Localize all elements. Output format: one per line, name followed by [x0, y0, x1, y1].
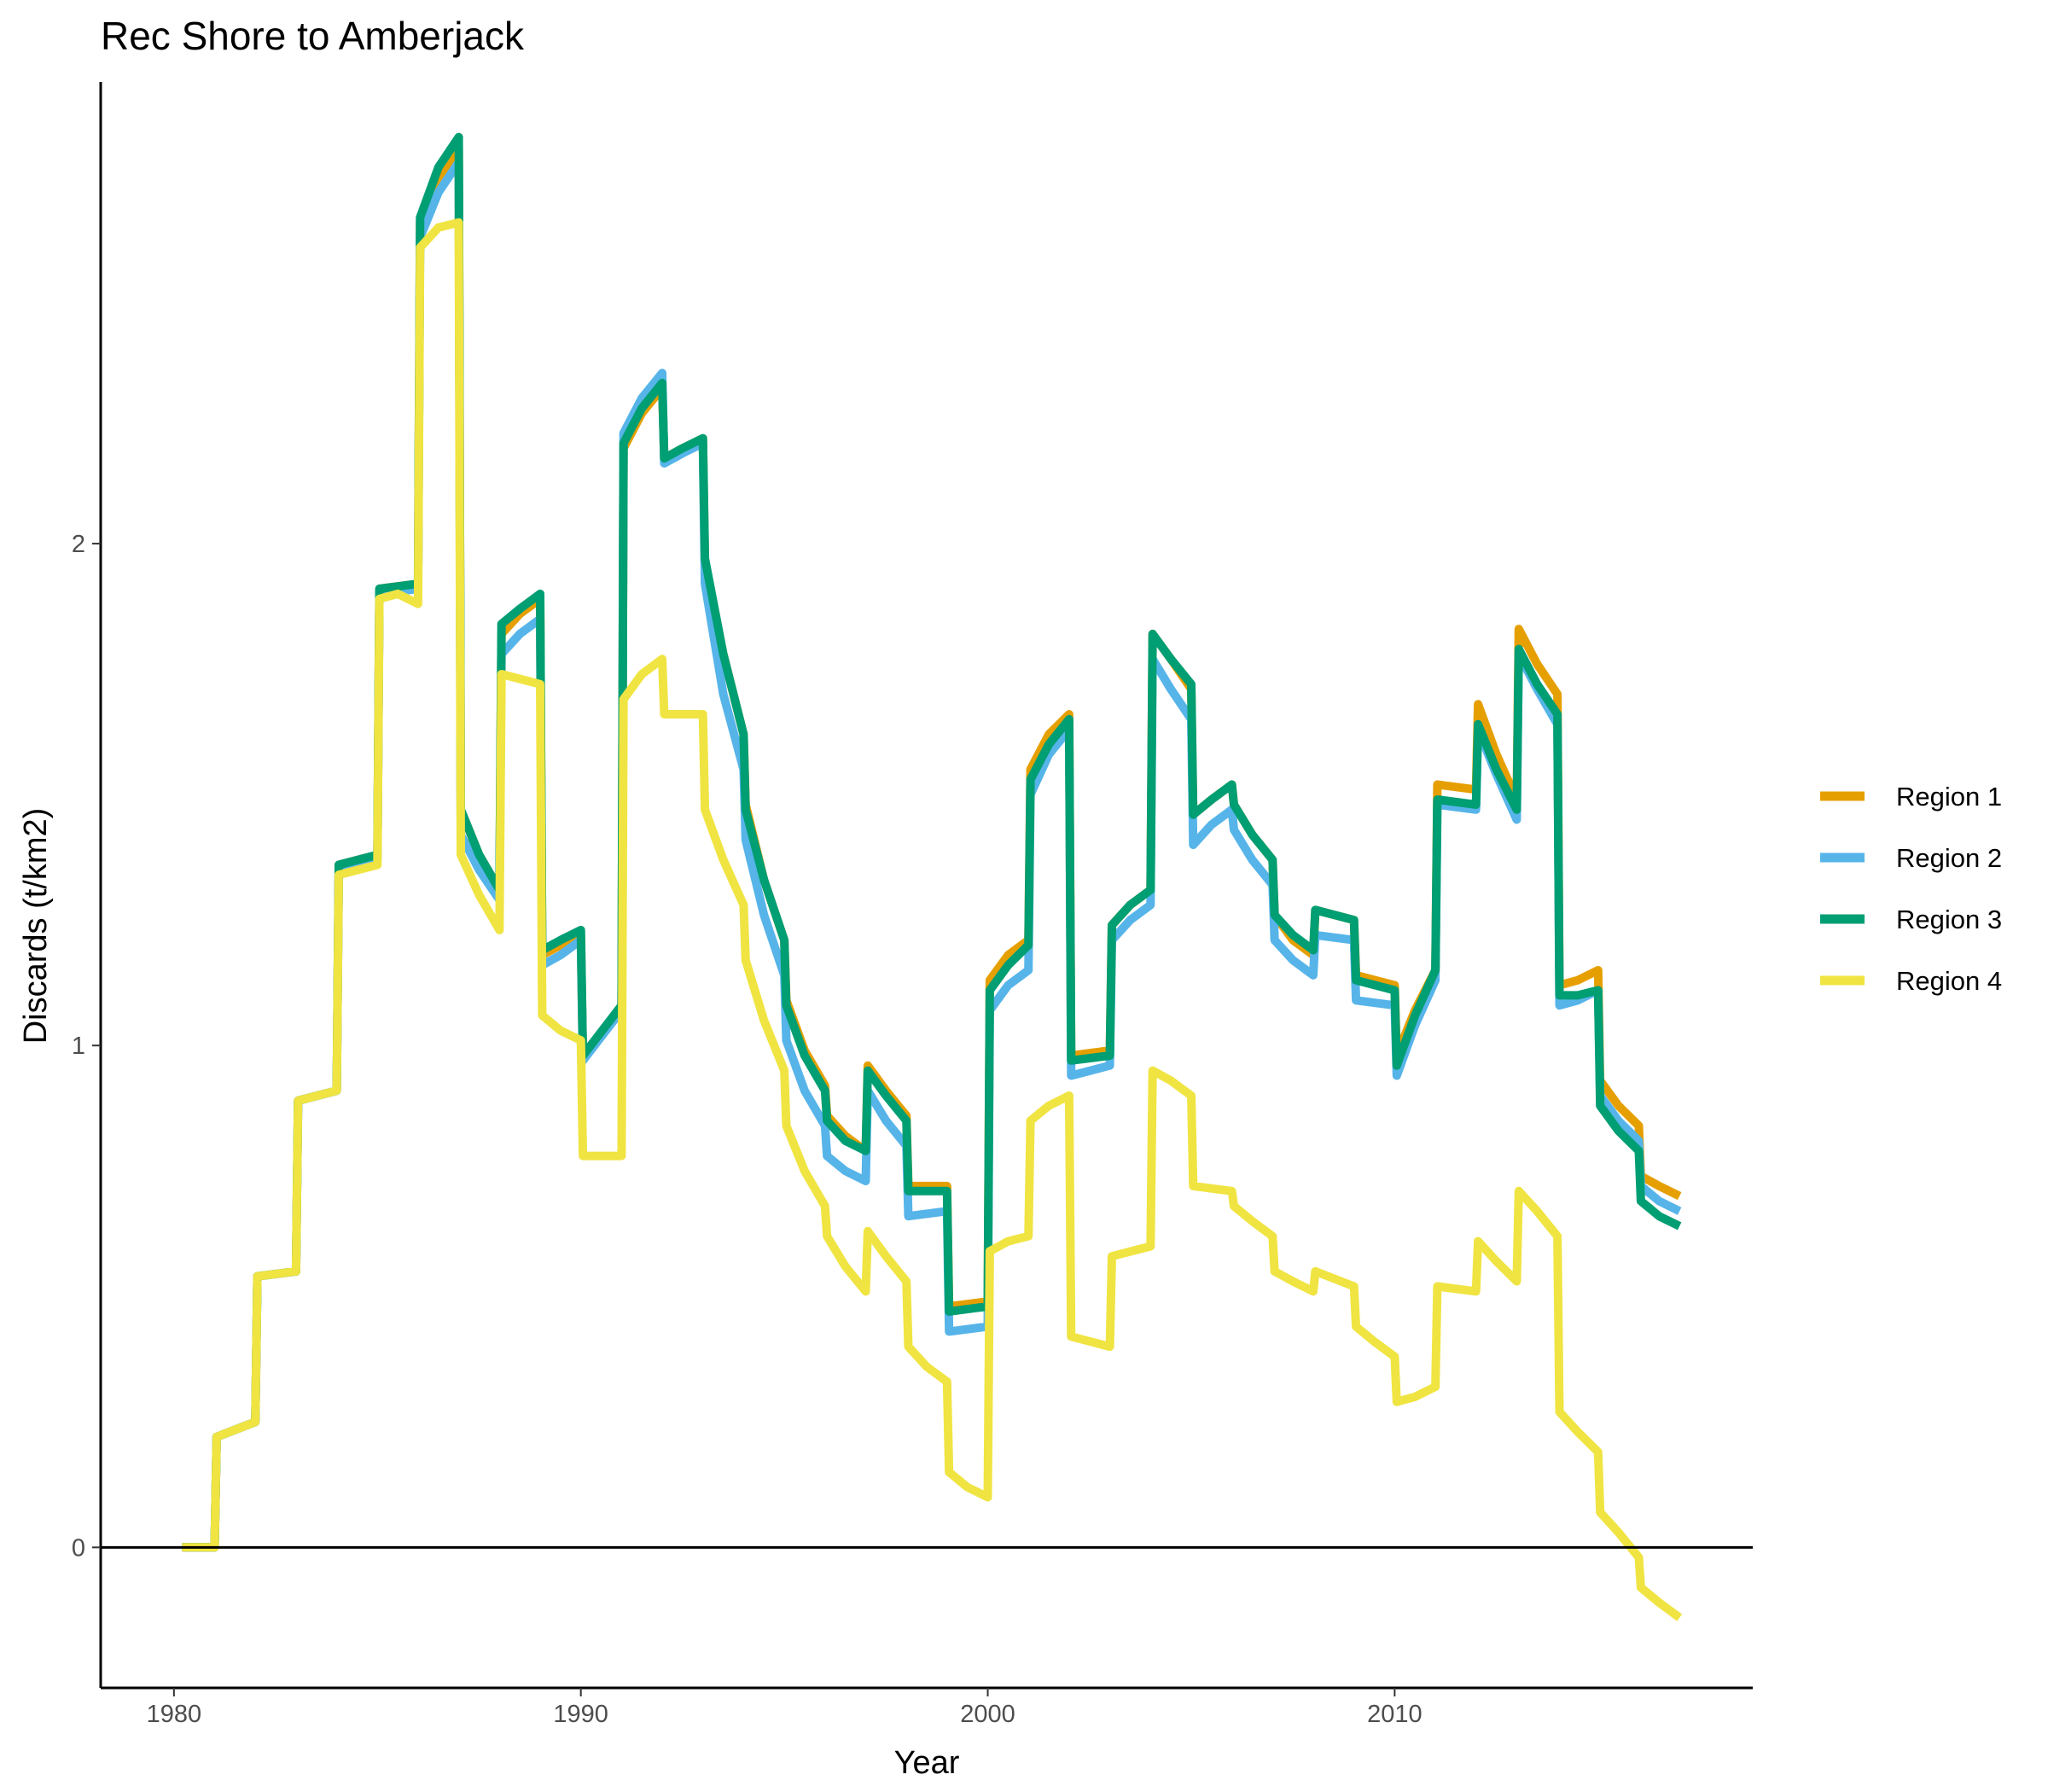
legend-label-region-4: Region 4	[1896, 966, 2002, 996]
x-tick-label: 2000	[960, 1701, 1015, 1728]
legend-label-region-3: Region 3	[1896, 905, 2002, 934]
y-tick-label: 2	[72, 531, 85, 558]
series-line-region-1	[182, 143, 1682, 1552]
y-tick-label: 1	[72, 1033, 85, 1060]
legend: Region 1 Region 2 Region 3 Region 4	[1820, 782, 2002, 996]
chart-title: Rec Shore to Amberjack	[101, 14, 525, 58]
x-axis-title: Year	[894, 1745, 960, 1781]
x-tick-label: 1990	[553, 1701, 608, 1728]
series-line-region-2	[182, 158, 1682, 1552]
legend-label-region-1: Region 1	[1896, 782, 2002, 812]
x-axis-ticks: 1980 1990 2000 2010	[147, 1688, 1423, 1728]
legend-label-region-2: Region 2	[1896, 843, 2002, 873]
x-tick-label: 1980	[147, 1701, 202, 1728]
series-line-region-4	[182, 218, 1683, 1621]
y-tick-label: 0	[72, 1534, 85, 1562]
y-axis-title: Discards (t/km2)	[18, 808, 54, 1044]
y-axis-ticks: 0 1 2	[72, 531, 101, 1562]
series-layer	[182, 132, 1683, 1621]
x-tick-label: 2010	[1367, 1701, 1423, 1728]
series-line-region-3	[182, 132, 1682, 1552]
